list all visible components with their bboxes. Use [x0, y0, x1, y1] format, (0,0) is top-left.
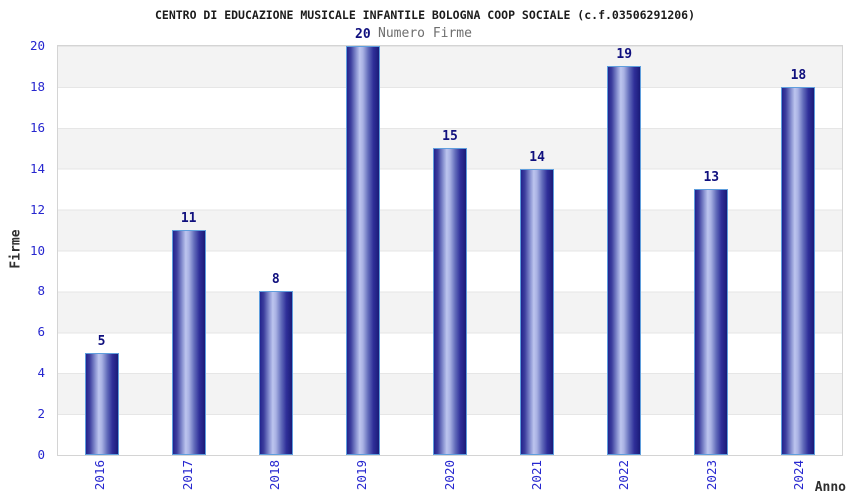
bar-value-label-2018: 8: [271, 272, 280, 288]
y-tick-label-10: 10: [29, 242, 45, 258]
x-axis-title: Anno: [814, 480, 846, 495]
x-axis-tick-labels: 2016 2017 2018 2019 2020 2021 2022 2023 2024: [57, 460, 843, 498]
y-tick-label-0: 0: [37, 446, 45, 462]
x-tick-label-2024: 2024: [791, 460, 807, 491]
bar-2017: [171, 230, 206, 455]
bar-slot-2024: 18: [755, 46, 842, 455]
x-tick-slot-2019: 2019: [319, 460, 406, 498]
y-axis-tick-labels: 0 2 4 6 8 10 12 14 16 18 20: [0, 39, 50, 460]
bar-slot-2023: 13: [668, 46, 755, 455]
x-tick-label-2021: 2021: [529, 460, 545, 491]
x-tick-slot-2023: 2023: [668, 460, 755, 498]
y-tick-label-12: 12: [29, 201, 45, 217]
y-tick-label-8: 8: [37, 283, 45, 299]
bar-2024: [781, 86, 816, 455]
bar-2022: [607, 66, 642, 455]
bar-value-label-2023: 13: [703, 170, 720, 186]
bar-value-label-2020: 15: [442, 129, 458, 145]
y-tick-label-18: 18: [29, 78, 45, 94]
x-tick-label-2023: 2023: [703, 460, 719, 491]
bar-slot-2017: 11: [145, 46, 232, 455]
bar-2018: [258, 291, 293, 455]
x-tick-slot-2020: 2020: [406, 460, 493, 498]
x-tick-label-2020: 2020: [441, 460, 457, 491]
x-tick-label-2018: 2018: [267, 460, 283, 491]
x-tick-slot-2022: 2022: [581, 460, 668, 498]
bars-layer: 5 11 8 20 15 14 19 13 18: [58, 28, 842, 455]
bar-2021: [520, 168, 555, 455]
bar-slot-2022: 19: [581, 46, 668, 455]
bar-value-label-2017: 11: [180, 211, 197, 227]
x-tick-slot-2016: 2016: [57, 460, 144, 498]
bar-slot-2018: 8: [232, 46, 319, 455]
bar-2023: [694, 189, 729, 455]
y-tick-label-16: 16: [29, 119, 45, 135]
y-tick-label-4: 4: [37, 364, 45, 380]
plot-area: 5 11 8 20 15 14 19 13 18: [57, 28, 843, 456]
x-tick-label-2016: 2016: [92, 460, 108, 491]
x-tick-slot-2017: 2017: [144, 460, 231, 498]
bar-2020: [432, 148, 467, 455]
bar-slot-2019: 20: [319, 28, 406, 455]
x-tick-slot-2021: 2021: [494, 460, 581, 498]
bar-value-label-2022: 19: [616, 47, 633, 63]
bar-slot-2016: 5: [58, 46, 145, 455]
x-tick-slot-2018: 2018: [232, 460, 319, 498]
chart-subtitle: Numero Firme: [378, 26, 472, 41]
bar-slot-2021: 14: [494, 46, 581, 455]
bar-2019: [345, 46, 380, 455]
y-tick-label-2: 2: [37, 405, 45, 421]
bar-slot-2020: 15: [406, 46, 493, 455]
bar-value-label-2024: 18: [790, 67, 807, 83]
chart-title: CENTRO DI EDUCAZIONE MUSICALE INFANTILE …: [154, 8, 696, 22]
bar-value-label-2019: 20: [355, 27, 371, 42]
bar-2016: [84, 352, 119, 455]
y-tick-label-14: 14: [29, 160, 45, 176]
x-tick-label-2022: 2022: [616, 460, 632, 491]
y-tick-label-20: 20: [29, 37, 45, 53]
x-tick-label-2019: 2019: [354, 460, 370, 491]
y-tick-label-6: 6: [37, 324, 45, 340]
bar-value-label-2021: 14: [529, 149, 545, 165]
bar-value-label-2016: 5: [97, 333, 106, 349]
x-tick-label-2017: 2017: [179, 460, 195, 491]
